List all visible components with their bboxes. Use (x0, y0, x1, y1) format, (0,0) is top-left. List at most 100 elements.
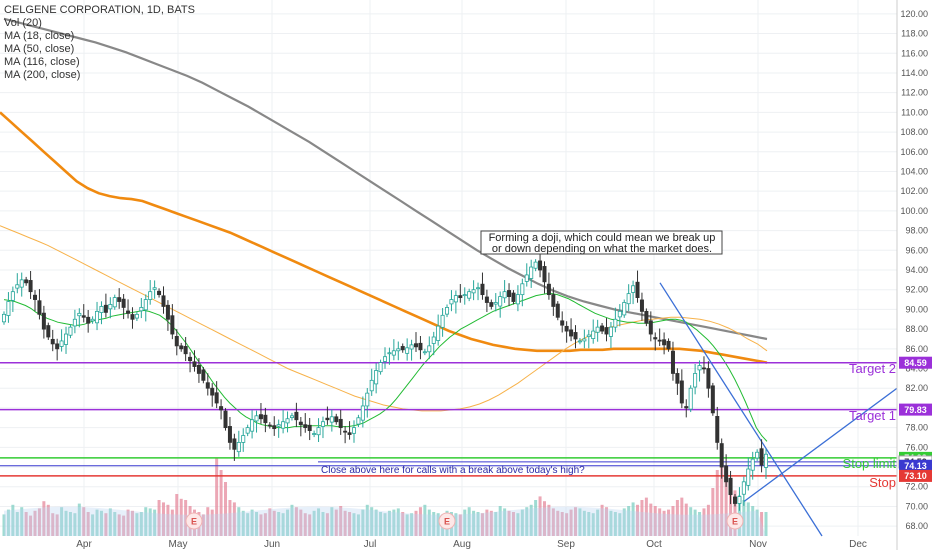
candle-body (440, 314, 445, 328)
candle-body (737, 496, 742, 504)
candle-body (493, 302, 498, 305)
volume-bar (534, 500, 538, 536)
volume-bar (334, 509, 338, 536)
candle-body (294, 411, 299, 421)
candle-body (179, 345, 184, 350)
volume-bar (675, 500, 679, 536)
candle-body (449, 299, 454, 305)
volume-bar (476, 512, 480, 536)
volume-bar (472, 510, 476, 536)
candle-body (378, 362, 383, 373)
volume-bar (361, 509, 365, 536)
candle-body (755, 451, 760, 459)
volume-bar (201, 514, 205, 536)
volume-bar (330, 507, 334, 536)
volume-bar (237, 507, 241, 536)
volume-bar (64, 510, 68, 536)
uptrend-line (743, 387, 898, 503)
candle-body (414, 343, 419, 348)
candle-body (210, 387, 215, 396)
candle-body (418, 342, 423, 351)
candle-body (582, 338, 587, 342)
y-tick-label: 118.00 (901, 29, 928, 39)
candle-body (90, 318, 95, 322)
candle-body (431, 336, 436, 344)
volume-bar (144, 507, 148, 536)
volume-bar (494, 512, 498, 536)
candle-body (498, 296, 503, 307)
volume-bar (82, 507, 86, 536)
price-tag: 74.13 (899, 459, 932, 472)
legend-title: CELGENE CORPORATION, 1D, BATS (4, 4, 195, 16)
y-tick-label: 76.00 (905, 442, 928, 452)
candle-body (258, 414, 263, 420)
candle-body (126, 310, 131, 314)
price-tag-bg (899, 469, 932, 482)
candle-body (316, 427, 321, 436)
candle-body (693, 373, 698, 388)
volume-bar (574, 507, 577, 536)
candle-body (236, 442, 241, 453)
y-tick-label: 108.00 (900, 127, 928, 137)
candle-body (631, 285, 636, 293)
candle-body (405, 347, 410, 354)
candle-body (148, 291, 153, 300)
candle-body (15, 284, 20, 289)
volume-bar (153, 509, 157, 536)
candle-body (86, 316, 91, 324)
volume-bar (321, 512, 325, 536)
volume-bar (671, 506, 675, 536)
volume-bar (746, 502, 750, 536)
doji-note-line-1: Forming a doji, which could mean we brea… (489, 232, 716, 244)
chart-legend: CELGENE CORPORATION, 1D, BATS Vol (20) M… (4, 4, 195, 82)
x-tick-label: Jul (364, 539, 377, 550)
volume-bar (370, 507, 374, 536)
candle-body (502, 291, 507, 299)
candle-body (759, 448, 764, 466)
candle-body (360, 405, 365, 421)
candle-body (507, 290, 512, 297)
volume-bar (135, 513, 139, 536)
candle-body (608, 326, 613, 337)
volume-bar (569, 509, 573, 536)
volume-bar (640, 500, 644, 536)
volume-bar (157, 500, 161, 536)
candle-body (214, 392, 219, 404)
volume-bar (755, 509, 759, 536)
y-tick-label: 102.00 (900, 186, 928, 196)
candle-body (480, 283, 485, 296)
volume-bar (609, 510, 613, 536)
target2-label: Target 2 (849, 361, 896, 376)
candle-body (205, 382, 210, 389)
candle-body (103, 304, 108, 313)
candle-body (161, 295, 166, 307)
candle-body (653, 337, 658, 340)
downtrend-line (659, 282, 823, 537)
volume-bar (463, 509, 467, 536)
volume-bar (339, 506, 343, 536)
volume-bar (33, 510, 37, 536)
doji-note-box (480, 230, 723, 255)
y-tick-label: 116.00 (901, 48, 928, 58)
volume-bar (392, 509, 396, 536)
volume-bar (689, 507, 693, 536)
earnings-marker-circle (438, 512, 456, 530)
candle-body (697, 365, 702, 371)
candle-body (391, 350, 396, 356)
price-tag-label: 74.13 (904, 461, 927, 471)
volume-bar (312, 510, 316, 536)
annotations: Forming a doji, which could mean we brea… (321, 230, 896, 490)
volume-bar (317, 508, 321, 536)
candle-body (569, 329, 574, 337)
x-tick-label: Nov (749, 539, 767, 550)
candle-body (232, 438, 237, 450)
stop-label: Stop (869, 475, 896, 490)
price-tag-label: 79.83 (904, 405, 927, 415)
volume-bar (210, 509, 214, 536)
volume-bar (591, 513, 595, 536)
candle-body (617, 310, 622, 318)
y-tick-label: 86.00 (905, 344, 928, 354)
volume-bar (348, 512, 352, 536)
volume-bar (175, 494, 179, 536)
